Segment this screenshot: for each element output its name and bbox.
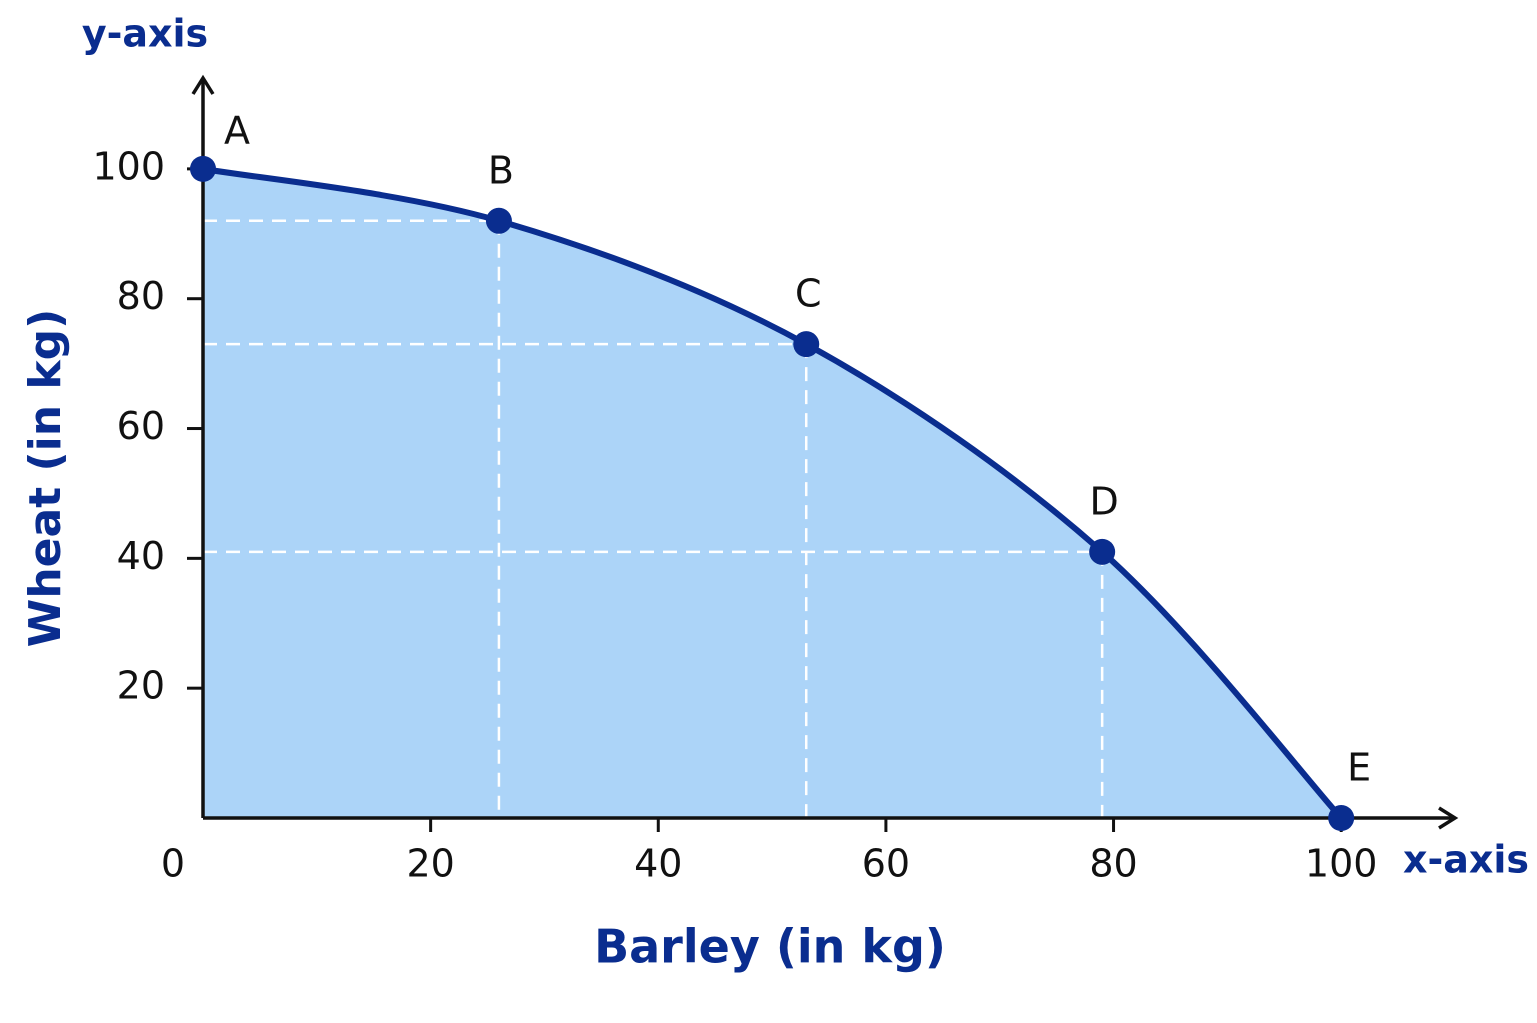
point (485, 207, 512, 234)
y-tick-label: 80 (117, 274, 165, 318)
x-axis-name: x-axis (1403, 838, 1529, 882)
y-axis-label: Wheat (in kg) (20, 309, 71, 647)
x-axis-arrow (1438, 806, 1459, 830)
point-label: D (1090, 479, 1119, 523)
point-label: A (224, 108, 250, 152)
x-tick-label: 40 (634, 842, 682, 886)
y-tick-label: 60 (117, 404, 165, 448)
point (1328, 805, 1355, 831)
y-tick-label: 100 (92, 144, 165, 188)
x-axis-label: Barley (in kg) (594, 920, 946, 974)
x-tick-label: 60 (862, 842, 910, 886)
point-label: B (488, 148, 514, 192)
point (190, 155, 216, 182)
x-tick-label: 20 (406, 842, 454, 886)
y-tick-label: 40 (117, 534, 165, 578)
point-label: E (1347, 746, 1371, 790)
y-axis-name: y-axis (82, 12, 208, 56)
x-tick-label: 100 (1305, 842, 1378, 886)
point (793, 331, 820, 358)
y-tick-label: 20 (117, 664, 165, 708)
point (1089, 538, 1116, 565)
x-tick-label: 0 (161, 842, 185, 886)
y-axis-arrow (191, 74, 215, 95)
x-tick-label: 80 (1089, 842, 1137, 886)
area-fill (203, 168, 1342, 818)
point-label: C (795, 272, 822, 316)
